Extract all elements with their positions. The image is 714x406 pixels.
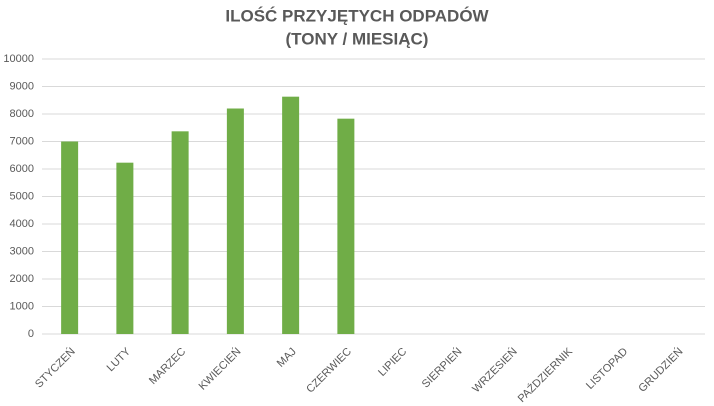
y-tick-label: 3000 [10, 245, 34, 257]
y-tick-label: 8000 [10, 108, 34, 120]
y-tick-label: 0 [28, 328, 34, 340]
y-tick-label: 7000 [10, 135, 34, 147]
bar [61, 141, 79, 334]
x-tick-label: WRZESIEŃ [470, 345, 520, 395]
y-tick-label: 4000 [10, 218, 34, 230]
x-tick-label: SIERPIEŃ [419, 345, 465, 391]
x-tick-label: MARZEC [147, 346, 188, 387]
bar [116, 162, 134, 334]
x-tick-label: LIPIEC [376, 346, 409, 379]
y-tick-label: 2000 [10, 273, 34, 285]
bar [282, 96, 300, 334]
x-tick-label: LUTY [105, 345, 134, 374]
chart-subtitle: (TONY / MIESIĄC) [286, 29, 429, 48]
x-tick-label: PAŹDZIERNIK [515, 345, 576, 406]
x-tick-label: LISTOPAD [584, 346, 630, 392]
y-tick-label: 5000 [10, 190, 34, 202]
bar [337, 118, 355, 334]
y-tick-label: 6000 [10, 163, 34, 175]
bar [171, 131, 189, 334]
x-tick-label: MAJ [275, 346, 299, 370]
x-tick-label: STYCZEŃ [32, 345, 78, 391]
y-tick-label: 10000 [3, 53, 34, 65]
y-tick-label: 1000 [10, 300, 34, 312]
chart-title: ILOŚĆ PRZYJĘTYCH ODPADÓW [225, 6, 489, 25]
y-tick-label: 9000 [10, 80, 34, 92]
x-tick-label: GRUDZIEŃ [636, 345, 686, 395]
bar [226, 108, 244, 334]
x-tick-label: CZERWIEC [304, 346, 354, 396]
x-tick-label: KWIECIEŃ [196, 345, 244, 393]
